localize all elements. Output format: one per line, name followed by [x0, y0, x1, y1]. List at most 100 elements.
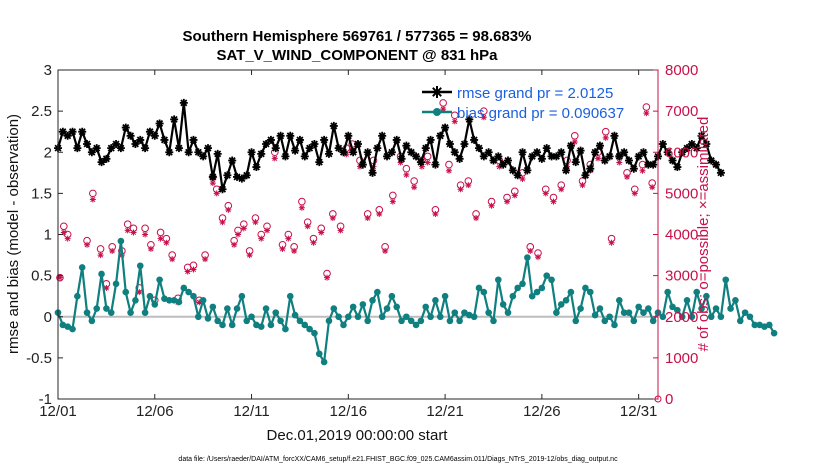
bias-point [398, 317, 405, 325]
obs-assimilated-point [258, 235, 265, 242]
rmse-point [605, 152, 614, 161]
bias-point [586, 288, 594, 296]
obs-assimilated-point [579, 182, 586, 189]
bias-point [475, 284, 483, 292]
bias-point [132, 297, 139, 304]
bias-point [427, 313, 434, 321]
obs-assimilated-point [457, 186, 464, 193]
bias-point [630, 317, 638, 325]
left-y-tick-label: -0.5 [26, 350, 52, 367]
bias-point [219, 321, 226, 329]
obs-assimilated-point [209, 180, 216, 187]
rmse-point [508, 166, 517, 175]
rmse-point [141, 144, 150, 153]
rmse-point [716, 168, 725, 177]
bias-point [746, 313, 754, 321]
bias-point [262, 305, 270, 312]
bias-point [717, 313, 725, 321]
rmse-point [237, 174, 246, 183]
obs-assimilated-point [130, 229, 137, 236]
rmse-point [68, 127, 77, 136]
rmse-point [397, 154, 406, 163]
bias-point [577, 305, 584, 312]
bias-point [538, 284, 546, 292]
rmse-point [421, 144, 430, 153]
bias-point [151, 301, 159, 308]
bias-point [528, 292, 536, 300]
rmse-point [504, 156, 512, 165]
rmse-point [358, 160, 367, 169]
rmse-point [368, 168, 377, 177]
bias-point [456, 317, 463, 325]
left-y-axis-ticks: -1 -0.5 0 0.5 1 1.5 2 2.5 3 [26, 62, 63, 408]
rmse-point [649, 160, 658, 169]
obs-assimilated-point [480, 114, 487, 121]
left-y-tick-label: 2.5 [31, 103, 52, 120]
rmse-point [102, 154, 111, 163]
rmse-point [416, 158, 425, 167]
bias-point [69, 325, 76, 333]
rmse-point [170, 115, 179, 124]
bias-point [267, 321, 275, 329]
rmse-point [97, 158, 106, 167]
bias-point [625, 309, 633, 316]
rmse-point [373, 144, 382, 153]
chart-title-line2: SAT_V_WIND_COMPONENT @ 831 hPa [216, 47, 498, 64]
rmse-point [189, 135, 198, 144]
obs-assimilated-point [571, 138, 578, 145]
rmse-point [78, 127, 87, 136]
rmse-point [179, 98, 188, 107]
obs-assimilated-point [56, 274, 63, 281]
bias-point [765, 321, 773, 329]
obs-assimilated-point [304, 223, 311, 230]
bias-point [562, 297, 570, 304]
legend-rmse-label: rmse grand pr = 2.0125 [457, 85, 613, 102]
bias-point [320, 358, 328, 366]
rmse-point [499, 160, 508, 169]
x-tick-label: 12/16 [330, 403, 368, 420]
x-axis-ticks: 12/01 12/06 12/11 12/16 12/21 12/26 12/31 [39, 70, 657, 420]
bias-point [103, 305, 110, 312]
rmse-point [431, 160, 440, 169]
bias-point [441, 292, 449, 300]
rmse-point [174, 144, 183, 153]
obs-assimilated-point [550, 198, 557, 205]
bias-point [543, 272, 551, 279]
obs-assimilated-point [440, 106, 447, 113]
bias-point [640, 309, 647, 316]
bias-point [175, 298, 183, 306]
rmse-point [562, 166, 571, 175]
bias-point [611, 321, 618, 329]
bias-point [693, 288, 701, 296]
rmse-point [160, 135, 169, 144]
bias-point [195, 313, 202, 321]
obs-assimilated-point [136, 289, 143, 296]
rmse-point [354, 140, 362, 149]
obs-assimilated-point [252, 219, 259, 226]
rmse-point [194, 148, 203, 157]
rmse-point [658, 140, 667, 149]
rmse-point [712, 160, 721, 169]
rmse-point [513, 171, 522, 180]
rmse-point [58, 127, 67, 136]
right-y-axis-ticks: 0 1000 2000 3000 4000 5000 6000 7000 8000 [653, 62, 698, 408]
bias-point [620, 309, 628, 316]
rmse-point [378, 131, 387, 140]
obs-possible-point [156, 228, 165, 237]
obs-possible-point [123, 220, 132, 229]
rmse-point [247, 148, 256, 157]
obs-assimilated-point [264, 227, 271, 234]
bias-point [238, 292, 246, 300]
rmse-point [242, 171, 251, 180]
bias-point [98, 270, 105, 278]
rmse-point [624, 156, 633, 165]
bias-point [732, 297, 739, 304]
bias-point [412, 321, 420, 329]
bias-point [340, 321, 347, 329]
rmse-point [455, 154, 464, 163]
rmse-point [537, 154, 546, 163]
obs-assimilated-point [196, 299, 203, 306]
obs-possible-point [601, 127, 610, 136]
rmse-point [489, 156, 498, 165]
